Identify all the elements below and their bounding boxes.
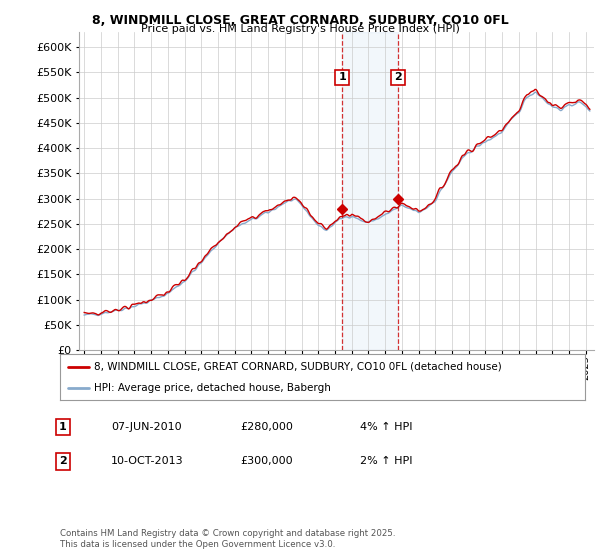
Text: Price paid vs. HM Land Registry's House Price Index (HPI): Price paid vs. HM Land Registry's House … bbox=[140, 24, 460, 34]
Text: 8, WINDMILL CLOSE, GREAT CORNARD, SUDBURY, CO10 0FL: 8, WINDMILL CLOSE, GREAT CORNARD, SUDBUR… bbox=[92, 14, 508, 27]
Text: 4% ↑ HPI: 4% ↑ HPI bbox=[360, 422, 413, 432]
Text: 2% ↑ HPI: 2% ↑ HPI bbox=[360, 456, 413, 466]
Text: 10-OCT-2013: 10-OCT-2013 bbox=[111, 456, 184, 466]
Text: 8, WINDMILL CLOSE, GREAT CORNARD, SUDBURY, CO10 0FL (detached house): 8, WINDMILL CLOSE, GREAT CORNARD, SUDBUR… bbox=[94, 362, 502, 372]
Text: 07-JUN-2010: 07-JUN-2010 bbox=[111, 422, 182, 432]
Text: 1: 1 bbox=[59, 422, 67, 432]
Text: £300,000: £300,000 bbox=[240, 456, 293, 466]
Text: £280,000: £280,000 bbox=[240, 422, 293, 432]
Bar bbox=[342, 32, 398, 350]
Text: Contains HM Land Registry data © Crown copyright and database right 2025.
This d: Contains HM Land Registry data © Crown c… bbox=[60, 529, 395, 549]
Text: 2: 2 bbox=[394, 72, 402, 82]
Text: 1: 1 bbox=[338, 72, 346, 82]
Text: HPI: Average price, detached house, Babergh: HPI: Average price, detached house, Babe… bbox=[94, 383, 331, 393]
Text: 2: 2 bbox=[59, 456, 67, 466]
